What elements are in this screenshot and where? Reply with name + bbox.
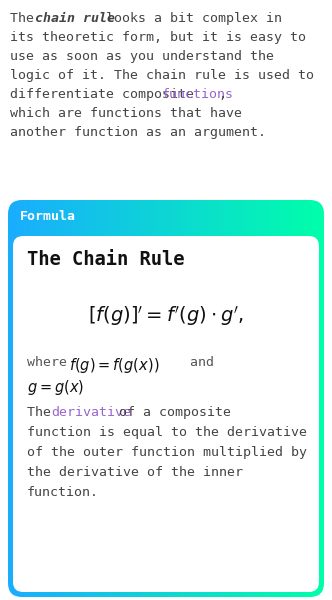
Text: The: The [27,406,59,419]
Text: of a composite: of a composite [111,406,231,419]
FancyBboxPatch shape [13,236,319,592]
Text: differentiate composite: differentiate composite [10,88,202,101]
Text: $[f(g)]' = f'(g) \cdot g',$: $[f(g)]' = f'(g) \cdot g',$ [88,304,244,328]
Text: $f(g) = f(g(x))$: $f(g) = f(g(x))$ [69,356,159,375]
Text: use as soon as you understand the: use as soon as you understand the [10,50,274,63]
Text: $g = g(x)$: $g = g(x)$ [27,378,84,397]
Text: function.: function. [27,486,99,499]
Text: another function as an argument.: another function as an argument. [10,126,266,139]
Text: looks a bit complex in: looks a bit complex in [98,12,282,25]
Text: functions: functions [161,88,233,101]
Text: logic of it. The chain rule is used to: logic of it. The chain rule is used to [10,69,314,82]
Text: function is equal to the derivative: function is equal to the derivative [27,426,307,439]
Text: which are functions that have: which are functions that have [10,107,242,120]
Text: where: where [27,356,83,369]
Text: its theoretic form, but it is easy to: its theoretic form, but it is easy to [10,31,306,44]
Text: ,: , [218,88,226,101]
Text: derivative: derivative [51,406,131,419]
Text: The Chain Rule: The Chain Rule [27,250,185,269]
Text: the derivative of the inner: the derivative of the inner [27,466,243,479]
Text: The: The [10,12,42,25]
Text: Formula: Formula [20,210,76,223]
Text: of the outer function multiplied by: of the outer function multiplied by [27,446,307,459]
Text: chain rule: chain rule [35,12,115,25]
Text: and: and [174,356,214,369]
